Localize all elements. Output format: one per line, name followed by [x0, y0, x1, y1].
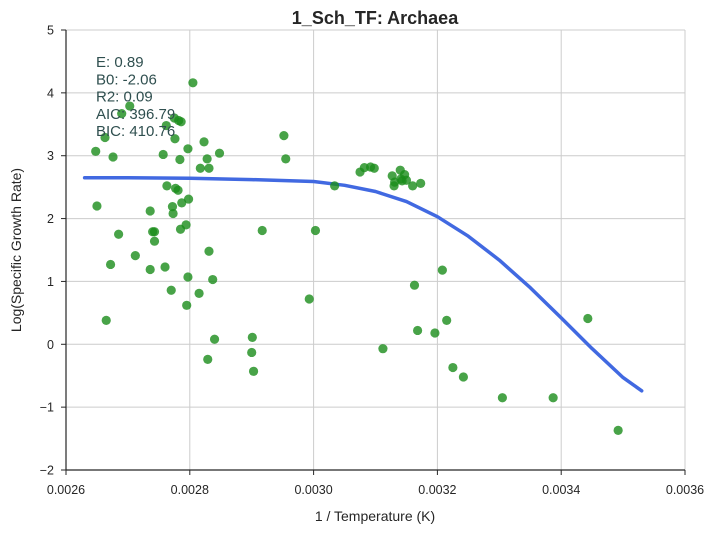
data-point [416, 178, 426, 188]
data-point [442, 315, 452, 325]
data-point [161, 120, 171, 131]
fit-stat-line: AIC: 396.79 [96, 106, 175, 123]
data-point [209, 334, 220, 344]
y-tick-label: 1 [47, 275, 54, 289]
data-point [199, 137, 209, 147]
data-point [248, 366, 259, 376]
fit-stat-line: B0: -2.06 [96, 71, 157, 88]
data-point [409, 280, 420, 290]
data-point [167, 202, 178, 212]
data-point [125, 101, 135, 111]
y-tick-label: −2 [40, 464, 54, 478]
data-point [214, 148, 225, 158]
x-axis-label: 1 / Temperature (K) [315, 508, 435, 524]
data-point [378, 344, 388, 354]
data-point [257, 225, 267, 236]
data-point [247, 347, 257, 358]
data-point [202, 154, 212, 164]
data-point [583, 313, 593, 324]
axis-ticks: 0.0026 0.0028 0.0030 0.0032 0.0034 0.0036 −2 −1… [40, 24, 704, 498]
y-tick-label: 2 [47, 212, 54, 226]
data-point [117, 109, 127, 119]
data-point [105, 259, 116, 270]
data-point [195, 163, 205, 173]
data-point [183, 194, 194, 204]
y-tick-label: 0 [47, 338, 54, 352]
data-point [145, 264, 155, 275]
data-point [130, 251, 140, 261]
data-point [114, 229, 124, 239]
data-point [458, 372, 468, 382]
data-point [183, 144, 193, 154]
y-tick-label: 5 [47, 24, 54, 38]
data-point [330, 181, 340, 191]
x-tick-label: 0.0028 [171, 483, 209, 497]
fit-line-layer [82, 175, 644, 393]
data-point [204, 246, 214, 256]
y-tick-label: 4 [47, 86, 54, 100]
x-tick-label: 0.0026 [47, 483, 85, 497]
data-point [158, 149, 168, 160]
data-point [613, 425, 623, 435]
y-axis-label: Log(Specific Growth Rate) [8, 168, 24, 332]
data-point [548, 393, 558, 403]
data-point [100, 132, 110, 143]
data-point [168, 208, 178, 219]
x-tick-label: 0.0030 [294, 483, 332, 497]
data-point [408, 181, 418, 191]
data-point [497, 393, 507, 403]
data-point [247, 332, 257, 342]
data-point [177, 198, 187, 208]
data-point [369, 163, 379, 173]
data-points [91, 78, 623, 435]
fit-stat-line: E: 0.89 [96, 54, 144, 71]
fit-curve [82, 175, 644, 393]
data-point [176, 117, 186, 127]
data-point [101, 315, 111, 325]
data-point [188, 78, 198, 88]
data-point [162, 181, 172, 191]
fit-stat-line: R2: 0.09 [96, 89, 153, 106]
fit-stat-line: BIC: 410.76 [96, 123, 175, 140]
data-point [304, 294, 314, 304]
data-point [281, 154, 291, 164]
grid-lines [66, 29, 686, 470]
data-point [401, 175, 412, 185]
data-point [448, 362, 458, 373]
data-point [166, 285, 176, 295]
data-point [182, 300, 192, 310]
x-tick-label: 0.0036 [666, 483, 704, 497]
data-point [175, 154, 185, 165]
data-point [310, 225, 321, 236]
data-point [160, 262, 170, 272]
data-point [204, 163, 214, 173]
y-tick-label: −1 [40, 401, 54, 415]
data-point [208, 274, 218, 285]
data-point [194, 288, 204, 298]
data-point [203, 354, 213, 364]
data-point [437, 265, 447, 275]
data-point [149, 227, 160, 237]
y-tick-label: 3 [47, 149, 54, 163]
x-tick-label: 0.0034 [542, 483, 580, 497]
x-tick-label: 0.0032 [418, 483, 456, 497]
data-point [183, 272, 193, 282]
data-point [389, 181, 399, 191]
data-point [173, 185, 183, 195]
data-point [145, 206, 155, 216]
data-point [108, 152, 118, 162]
data-point [149, 236, 160, 246]
data-point [91, 146, 101, 156]
data-point [412, 325, 423, 336]
data-point [92, 201, 102, 211]
data-point [170, 134, 180, 144]
data-point [279, 131, 289, 141]
data-point [430, 328, 440, 338]
axes-spines [65, 30, 685, 471]
chart-title: 1_Sch_TF: Archaea [292, 8, 459, 28]
data-point [181, 220, 191, 230]
